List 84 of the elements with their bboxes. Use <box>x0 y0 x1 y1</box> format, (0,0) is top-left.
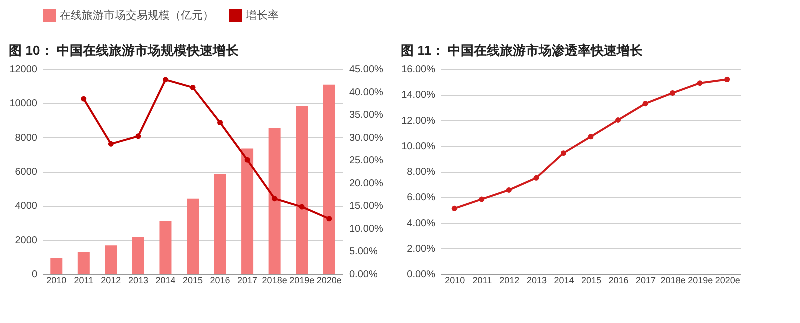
x-tick-label: 2010 <box>46 276 67 286</box>
point <box>272 196 278 202</box>
y-tick-label: 2.00% <box>407 244 436 255</box>
y-tick-label: 12000 <box>10 64 38 76</box>
y-tick-label: 10.00% <box>402 141 436 152</box>
bar <box>242 148 254 274</box>
point <box>190 84 196 90</box>
point <box>588 134 594 140</box>
legend-label: 在线旅游市场交易规模（亿元） <box>60 8 214 22</box>
x-tick-label: 2015 <box>182 276 204 286</box>
x-tick-label: 2011 <box>472 276 492 286</box>
point <box>108 141 114 147</box>
point <box>452 206 458 212</box>
point <box>670 90 676 96</box>
bar <box>160 221 172 274</box>
x-tick-label: 2018e <box>660 276 686 286</box>
point <box>560 150 566 156</box>
bar <box>187 198 199 274</box>
point <box>642 101 648 107</box>
x-tick-label: 2020e <box>715 276 740 286</box>
chart-title: 图 10： 中国在线旅游市场规模快速增长 <box>9 43 240 58</box>
y-tick-label: 6000 <box>15 167 38 178</box>
legend-label: 增长率 <box>245 8 279 22</box>
y-tick-label: 12.00% <box>402 116 436 127</box>
bar <box>132 237 144 274</box>
x-tick-label: 2010 <box>445 276 466 286</box>
point <box>479 196 485 202</box>
y2-tick-label: 0.00% <box>350 270 378 280</box>
y2-tick-label: 5.00% <box>350 246 378 258</box>
point <box>81 96 87 102</box>
x-tick-label: 2020e <box>316 276 342 286</box>
bar <box>50 258 63 274</box>
y-tick-label: 4.00% <box>407 218 436 230</box>
point <box>534 175 540 181</box>
x-tick-label: 2016 <box>608 276 629 286</box>
x-tick-label: 2016 <box>210 276 230 286</box>
point <box>697 80 703 86</box>
y2-tick-label: 10.00% <box>350 224 384 235</box>
y-tick-label: 10000 <box>10 98 38 110</box>
y2-tick-label: 15.00% <box>350 201 384 212</box>
y-tick-label: 6.00% <box>407 192 436 204</box>
y-tick-label: 0.00% <box>407 270 436 280</box>
y2-tick-label: 35.00% <box>350 110 384 122</box>
x-tick-label: 2012 <box>101 276 122 286</box>
point <box>506 187 512 193</box>
y-tick-label: 8.00% <box>407 167 436 178</box>
y2-tick-label: 40.00% <box>350 87 384 98</box>
point <box>616 118 622 123</box>
bar <box>105 246 118 274</box>
y2-tick-label: 45.00% <box>350 64 384 76</box>
point <box>299 204 305 210</box>
x-tick-label: 2019e <box>688 276 714 286</box>
bar <box>78 252 90 274</box>
x-tick-label: 2015 <box>581 276 602 286</box>
bar <box>323 84 336 274</box>
x-tick-label: 2017 <box>238 276 258 286</box>
point <box>218 120 224 126</box>
y-tick-label: 4000 <box>15 201 38 212</box>
x-tick-label: 2013 <box>526 276 547 286</box>
y-tick-label: 0 <box>32 270 38 280</box>
x-tick-label: 2013 <box>128 276 148 286</box>
y-tick-label: 16.00% <box>402 64 436 76</box>
bar <box>296 106 308 274</box>
y-tick-label: 2000 <box>15 235 38 246</box>
y2-tick-label: 25.00% <box>350 156 384 167</box>
chart-title: 图 11： 中国在线旅游市场渗透率快速增长 <box>401 43 644 58</box>
point <box>244 157 250 163</box>
point <box>724 76 730 82</box>
y-tick-label: 8000 <box>15 132 38 144</box>
x-tick-label: 2014 <box>156 276 176 286</box>
x-tick-label: 2019e <box>290 276 315 286</box>
bar <box>268 128 281 274</box>
point <box>326 216 332 222</box>
point <box>136 134 142 140</box>
bar <box>214 174 226 274</box>
y2-tick-label: 20.00% <box>350 178 384 190</box>
x-tick-label: 2011 <box>74 276 94 286</box>
y2-tick-label: 30.00% <box>350 132 384 144</box>
x-tick-label: 2017 <box>636 276 656 286</box>
point <box>162 77 168 83</box>
y-tick-label: 14.00% <box>402 90 436 102</box>
x-tick-label: 2012 <box>500 276 520 286</box>
x-tick-label: 2014 <box>554 276 574 286</box>
x-tick-label: 2018e <box>262 276 288 286</box>
